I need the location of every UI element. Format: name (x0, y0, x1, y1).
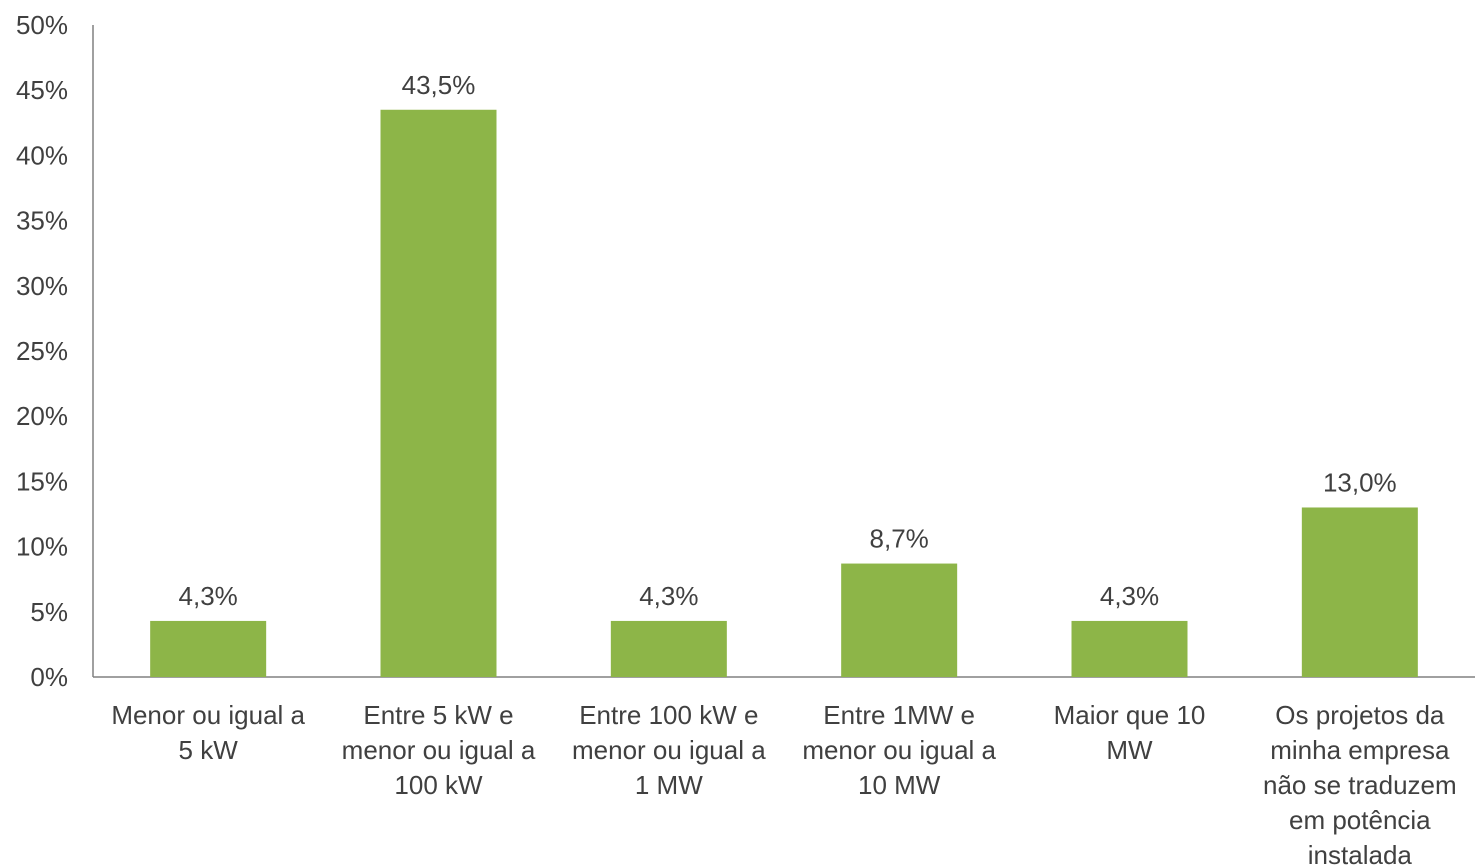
y-tick-label: 20% (16, 401, 68, 431)
y-tick-label: 45% (16, 75, 68, 105)
bar (380, 109, 497, 677)
data-label: 13,0% (1323, 467, 1397, 497)
bar (841, 563, 958, 677)
y-axis: 0% 5% 10% 15% 20% 25% 30% 35% 40% 45% 50% (16, 10, 94, 692)
y-tick-label: 50% (16, 10, 68, 40)
y-tick-label: 5% (30, 597, 68, 627)
data-label: 4,3% (1100, 581, 1159, 611)
y-tick-label: 15% (16, 466, 68, 496)
data-label: 4,3% (639, 581, 698, 611)
y-tick-label: 0% (30, 662, 68, 692)
bars (150, 109, 1418, 677)
data-labels: 4,3% 43,5% 4,3% 8,7% 4,3% 13,0% (179, 70, 1397, 611)
y-tick-label: 35% (16, 206, 68, 236)
bar (150, 620, 267, 677)
bar (610, 620, 727, 677)
y-tick-label: 25% (16, 336, 68, 366)
bar (1071, 620, 1188, 677)
category-label: Os projetos da minha empresa não se traduz… (1263, 700, 1457, 866)
data-label: 4,3% (179, 581, 238, 611)
y-tick-label: 10% (16, 532, 68, 562)
category-label: Maior que 10 MW (1054, 700, 1206, 765)
data-label: 8,7% (870, 524, 929, 554)
bar (1301, 507, 1418, 677)
category-label: Entre 5 kW e menor ou igual a 100 kW (342, 700, 536, 800)
y-tick-label: 40% (16, 140, 68, 170)
data-label: 43,5% (402, 70, 476, 100)
y-tick-label: 30% (16, 271, 68, 301)
category-label: Entre 1MW e menor ou igual a 10 MW (802, 700, 996, 800)
